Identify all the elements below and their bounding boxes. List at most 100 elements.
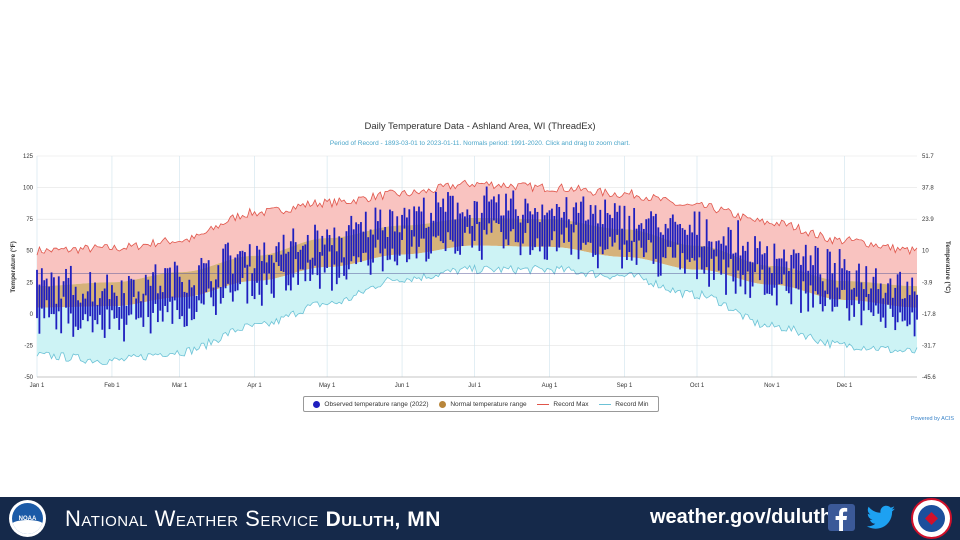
observed-bar[interactable] (144, 274, 147, 296)
observed-bar[interactable] (845, 270, 848, 309)
observed-bar[interactable] (338, 236, 341, 278)
observed-bar[interactable] (195, 295, 198, 312)
observed-bar[interactable] (616, 211, 619, 235)
observed-bar[interactable] (372, 234, 374, 263)
observed-bar[interactable] (45, 278, 48, 301)
observed-bar[interactable] (497, 194, 500, 224)
observed-bar[interactable] (36, 269, 38, 319)
observed-bar[interactable] (686, 234, 689, 260)
observed-bar[interactable] (838, 249, 841, 299)
observed-bar[interactable] (65, 268, 67, 308)
observed-bar[interactable] (865, 266, 868, 298)
observed-bar[interactable] (512, 190, 515, 230)
observed-bar[interactable] (693, 211, 696, 261)
observed-bar[interactable] (265, 262, 268, 285)
observed-bar[interactable] (768, 267, 771, 295)
observed-bar[interactable] (89, 272, 92, 317)
observed-bar[interactable] (606, 213, 609, 250)
observed-bar[interactable] (335, 251, 338, 285)
observed-bar[interactable] (241, 250, 244, 278)
observed-bar[interactable] (401, 214, 403, 240)
observed-bar[interactable] (282, 234, 285, 272)
observed-bar[interactable] (263, 242, 266, 274)
observed-bar[interactable] (224, 244, 227, 289)
observed-bar[interactable] (761, 254, 764, 270)
observed-bar[interactable] (106, 274, 109, 310)
observed-bar[interactable] (763, 253, 766, 295)
observed-bar[interactable] (855, 270, 858, 297)
observed-bar[interactable] (299, 249, 302, 270)
observed-bar[interactable] (526, 203, 529, 224)
observed-bar[interactable] (156, 293, 159, 323)
observed-bar[interactable] (318, 252, 321, 289)
observed-bar[interactable] (456, 202, 459, 252)
observed-bar[interactable] (398, 232, 401, 256)
observed-bar[interactable] (169, 267, 171, 302)
observed-bar[interactable] (123, 293, 125, 342)
observed-bar[interactable] (560, 217, 563, 235)
observed-bar[interactable] (210, 281, 212, 298)
observed-bar[interactable] (891, 297, 894, 317)
observed-bar[interactable] (229, 255, 232, 293)
chart-area[interactable]: 125 51.7 100 37.8 75 23.9 50 10 25 -3.9 0 -17.8 -25 -… (0, 110, 960, 430)
observed-bar[interactable] (149, 285, 152, 334)
observed-bar[interactable] (558, 206, 561, 248)
observed-bar[interactable] (231, 273, 234, 302)
observed-bar[interactable] (548, 210, 551, 247)
observed-bar[interactable] (69, 265, 72, 314)
observed-bar[interactable] (713, 249, 715, 280)
observed-bar[interactable] (604, 199, 607, 250)
observed-bar[interactable] (442, 198, 445, 244)
observed-bar[interactable] (280, 254, 283, 271)
legend-item-record-max[interactable]: Record Max (537, 401, 588, 408)
observed-bar[interactable] (555, 204, 558, 252)
observed-bar[interactable] (744, 250, 747, 295)
observed-bar[interactable] (326, 229, 329, 268)
observed-bar[interactable] (91, 301, 94, 333)
observed-bar[interactable] (652, 216, 655, 264)
observed-bar[interactable] (802, 256, 805, 282)
observed-bar[interactable] (787, 271, 790, 294)
observed-bar[interactable] (193, 285, 196, 320)
observed-bar[interactable] (480, 212, 483, 260)
observed-bar[interactable] (531, 214, 534, 251)
observed-bar[interactable] (485, 186, 488, 235)
observed-bar[interactable] (737, 220, 739, 271)
observed-bar[interactable] (729, 229, 732, 259)
facebook-icon[interactable] (828, 504, 855, 531)
observed-bar[interactable] (785, 261, 788, 291)
observed-bar[interactable] (797, 252, 800, 290)
observed-bar[interactable] (717, 240, 720, 271)
observed-bar[interactable] (522, 214, 524, 244)
observed-bar[interactable] (408, 209, 411, 260)
observed-bar[interactable] (584, 220, 587, 245)
observed-bar[interactable] (580, 201, 582, 250)
observed-bar[interactable] (94, 282, 96, 321)
observed-bar[interactable] (190, 287, 193, 321)
observed-bar[interactable] (877, 289, 880, 314)
observed-bar[interactable] (640, 223, 643, 248)
observed-bar[interactable] (405, 217, 408, 263)
observed-bar[interactable] (449, 195, 452, 240)
observed-bar[interactable] (321, 235, 324, 256)
observed-bar[interactable] (611, 218, 614, 247)
observed-bar[interactable] (792, 249, 795, 269)
observed-bar[interactable] (130, 278, 133, 315)
observed-bar[interactable] (345, 231, 348, 280)
observed-bar[interactable] (360, 222, 362, 263)
observed-bar[interactable] (543, 215, 546, 260)
observed-bar[interactable] (860, 282, 863, 326)
observed-bar[interactable] (468, 214, 471, 234)
observed-bar[interactable] (86, 291, 89, 322)
observed-bar[interactable] (889, 278, 892, 309)
footer-url-link[interactable]: weather.gov/duluth (650, 506, 833, 528)
observed-bar[interactable] (742, 245, 744, 275)
observed-bar[interactable] (696, 234, 698, 280)
observed-bar[interactable] (582, 196, 585, 243)
observed-bar[interactable] (164, 268, 167, 306)
observed-bar[interactable] (563, 211, 565, 243)
observed-bar[interactable] (430, 212, 432, 254)
observed-bar[interactable] (671, 214, 674, 258)
observed-bar[interactable] (705, 219, 708, 268)
observed-bar[interactable] (185, 292, 188, 327)
